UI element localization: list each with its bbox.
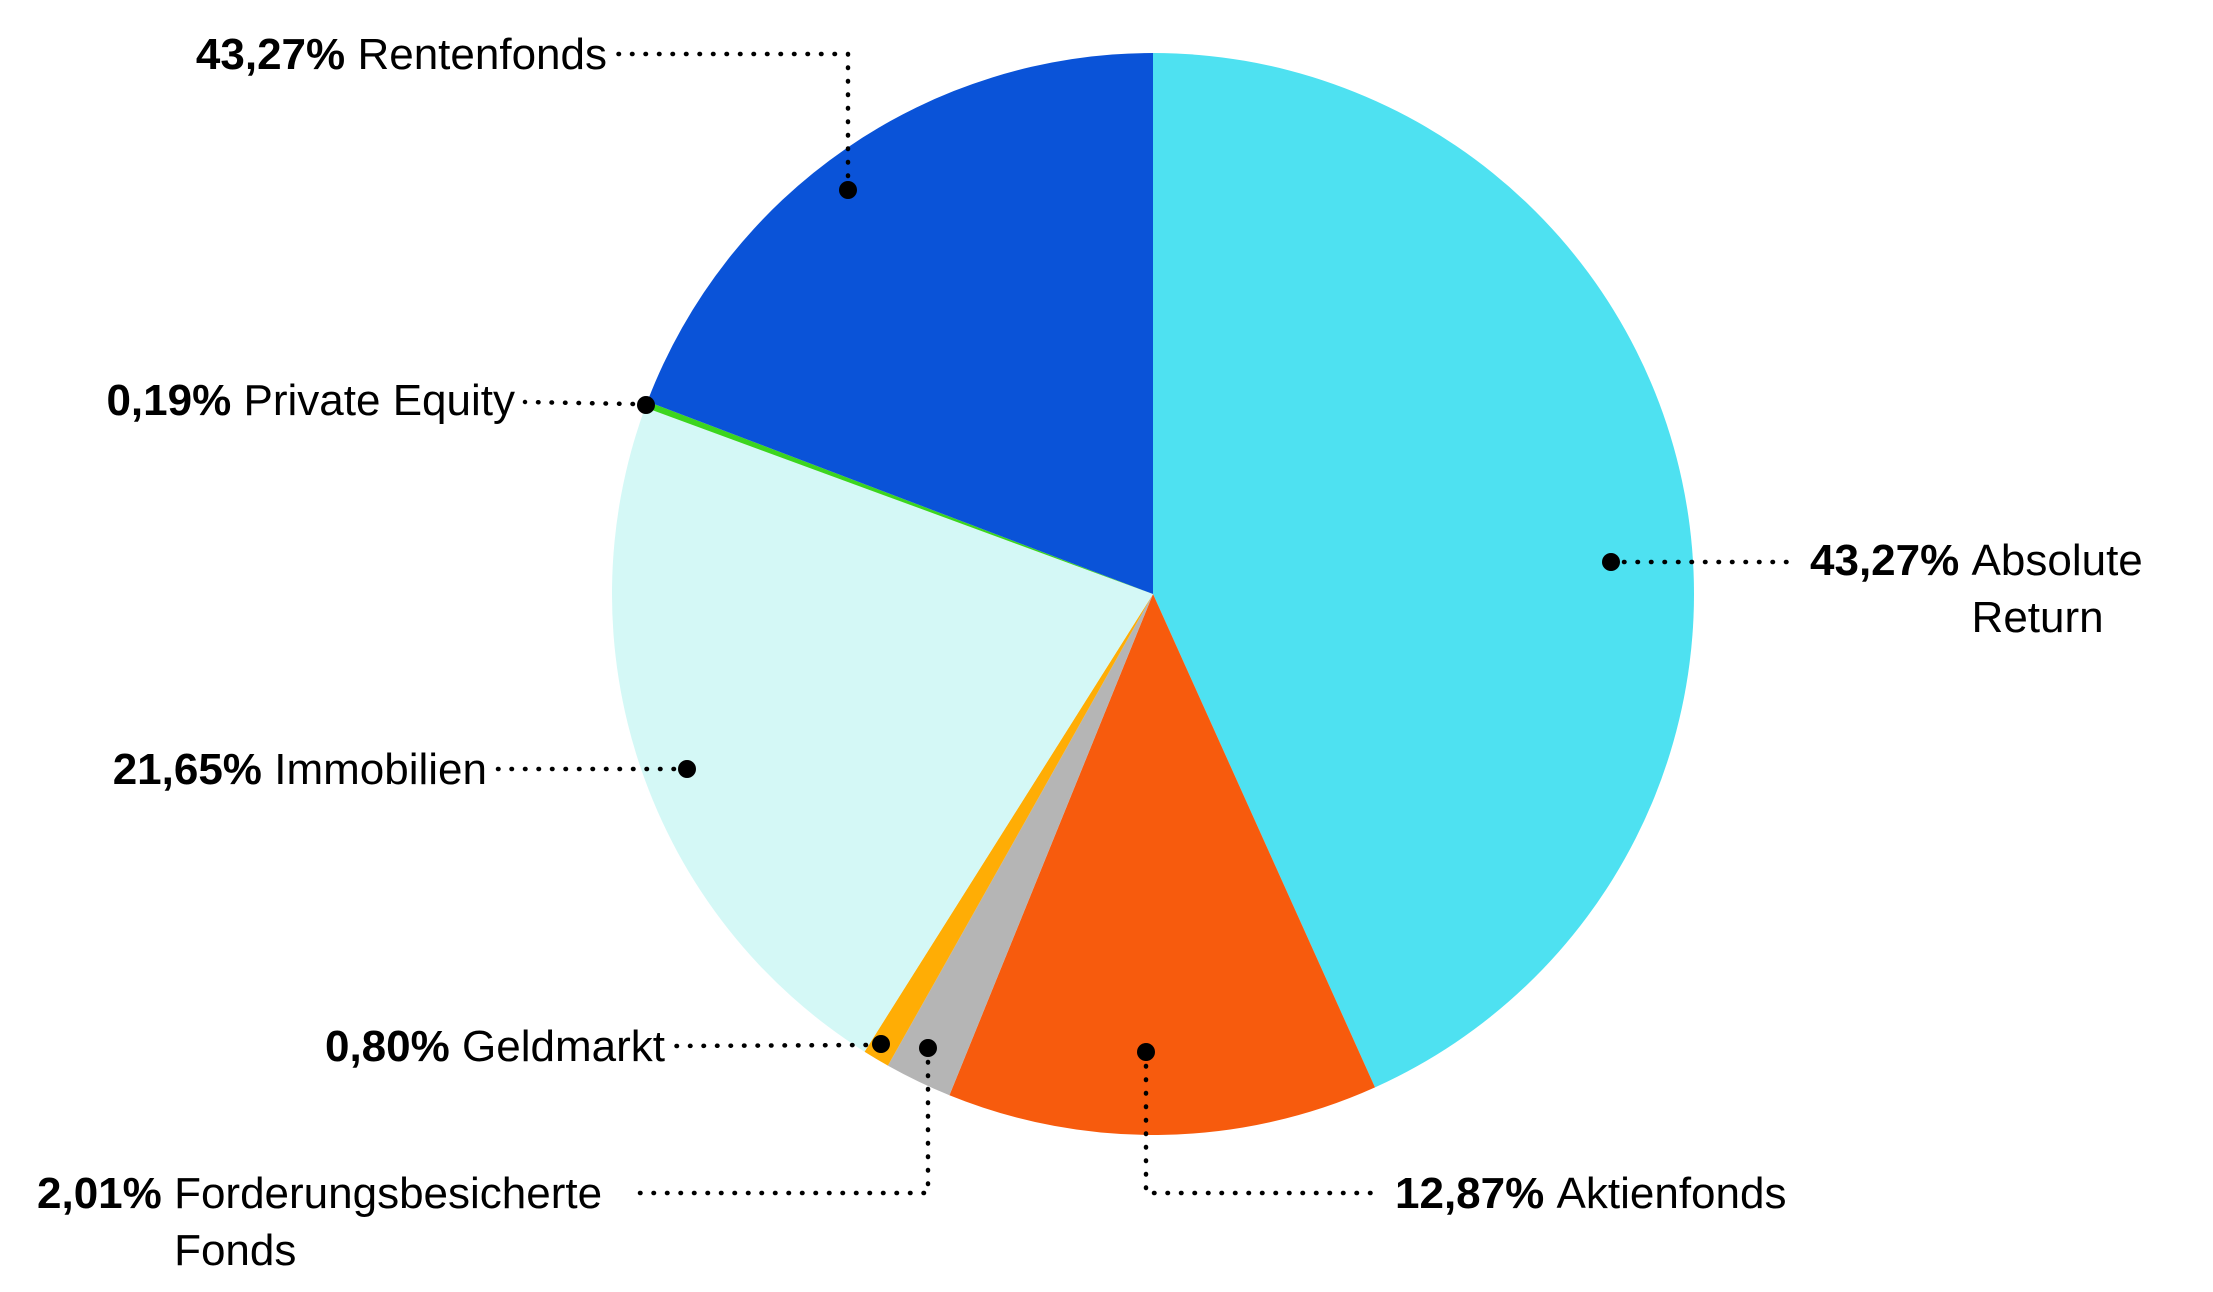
slice-percent-immobilien: 21,65% (112, 745, 262, 794)
slice-percent-aktienfonds: 12,87% (1395, 1169, 1545, 1218)
callout-line-aktienfonds (1143, 1063, 1381, 1196)
slice-percent-forderungsbesicherte-fonds: 2,01% (37, 1169, 162, 1218)
slices-layer (611, 53, 1695, 1136)
pie-slice-forderungsbesicherte-fonds (887, 594, 1153, 1096)
slice-name-aktienfonds: Aktienfonds (1556, 1169, 1787, 1218)
callout-aktienfonds: 12,87% Aktienfonds (1395, 1165, 1786, 1222)
callout-absolute-return: 43,27% Absolute Return (1810, 532, 2187, 646)
callout-dot-immobilien (678, 760, 696, 778)
callout-dot-absolute-return (1602, 553, 1620, 571)
pie-slice-aktienfonds (949, 594, 1376, 1136)
callout-private-equity: 0,19% Private Equity (106, 372, 515, 429)
slice-percent-private-equity: 0,19% (106, 376, 232, 425)
callout-forderungsbesicherte-fonds: 2,01% Forderungsbesicherte Fonds (37, 1165, 679, 1279)
callout-line-private-equity (522, 399, 636, 407)
callout-lines-layer (494, 51, 1791, 1196)
callout-rentenfonds: 43,27% Rentenfonds (196, 26, 607, 83)
slice-percent-rentenfonds: 43,27% (195, 30, 346, 79)
pie-slice-immobilien (611, 407, 1153, 1052)
slice-percent-absolute-return: 43,27% (1810, 536, 1960, 585)
callout-dot-aktienfonds (1137, 1043, 1155, 1061)
slice-percent-geldmarkt: 0,80% (324, 1022, 450, 1071)
callout-line-geldmarkt (673, 1042, 869, 1049)
pie-slice-private-equity (645, 401, 1153, 594)
slice-name-immobilien: Immobilien (274, 745, 487, 794)
callout-geldmarkt: 0,80% Geldmarkt (325, 1018, 665, 1075)
callout-line-rentenfonds (614, 51, 851, 179)
slice-name-geldmarkt: Geldmarkt (462, 1022, 665, 1071)
pie-slice-geldmarkt (864, 594, 1153, 1066)
pie-slice-absolute-return (1153, 53, 1695, 1088)
slice-name-private-equity: Private Equity (243, 376, 515, 425)
callout-dot-forderungsbesicherte-fonds (919, 1039, 937, 1057)
callout-dot-private-equity (637, 396, 655, 414)
slice-name-forderungsbesicherte-fonds: Forderungsbesicherte Fonds (174, 1169, 603, 1276)
callout-dot-geldmarkt (872, 1035, 890, 1053)
slice-name-rentenfonds: Rentenfonds (357, 30, 607, 79)
callout-dot-rentenfonds (839, 181, 857, 199)
callout-immobilien: 21,65% Immobilien (113, 741, 487, 798)
slice-name-absolute-return: Absolute Return (1971, 536, 2143, 643)
pie-slice-rentenfonds (647, 53, 1153, 594)
